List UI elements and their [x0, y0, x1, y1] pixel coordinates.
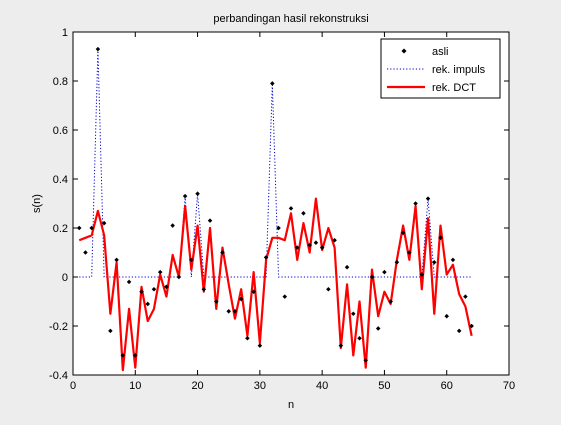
data-point-asli — [76, 225, 82, 231]
x-tick-label: 50 — [378, 380, 390, 392]
data-point-asli — [151, 286, 157, 292]
data-point-asli — [232, 309, 238, 314]
data-point-asli — [282, 294, 288, 299]
data-point-asli — [89, 225, 94, 231]
data-point-asli — [375, 326, 381, 331]
data-point-asli — [83, 250, 88, 255]
data-point-asli — [133, 353, 138, 358]
data-point-asli — [469, 323, 474, 329]
y-tick-label: 0.6 — [53, 125, 68, 137]
y-tick-label: -0.2 — [49, 321, 68, 333]
y-tick-label: 0 — [62, 272, 68, 284]
data-point-asli — [456, 328, 462, 334]
axes-frame — [72, 31, 510, 376]
chart-title: perbandingan hasil rekonstruksi — [213, 13, 368, 25]
data-point-asli — [338, 343, 344, 348]
legend: asli rek. impuls rek. DCT — [380, 38, 501, 99]
legend-label-rek-impuls: rek. impuls — [432, 64, 486, 76]
x-tick-label: 70 — [503, 380, 515, 392]
legend-label-rek-dct: rek. DCT — [432, 82, 476, 94]
data-point-asli — [394, 260, 400, 265]
y-tick-label: 0.4 — [53, 174, 68, 186]
data-point-asli — [263, 255, 269, 260]
y-axis-label: s(n) — [31, 194, 43, 213]
data-point-asli — [363, 358, 369, 363]
data-point-asli — [400, 230, 406, 236]
y-tick-label: 1 — [62, 27, 68, 39]
data-point-asli — [95, 46, 101, 52]
data-point-asli — [101, 220, 107, 226]
x-axis-label: n — [288, 399, 294, 411]
data-point-asli — [307, 242, 312, 248]
data-point-asli — [276, 225, 281, 231]
y-tick-label: -0.4 — [49, 370, 68, 382]
data-point-asli — [431, 260, 437, 265]
data-point-asli — [201, 286, 207, 292]
data-point-asli — [145, 301, 151, 307]
data-point-asli — [450, 257, 456, 263]
x-tick-label: 40 — [316, 380, 328, 392]
data-point-asli — [164, 284, 169, 290]
x-tick-label: 60 — [441, 380, 453, 392]
y-tick-label: 0.2 — [53, 223, 68, 235]
x-tick-label: 30 — [254, 380, 266, 392]
series-line-rek-dct — [78, 197, 473, 372]
data-point-asli — [257, 343, 263, 348]
y-tick-label: 0.8 — [53, 76, 68, 88]
data-point-asli — [463, 294, 468, 299]
data-point-asli — [388, 299, 393, 304]
x-tick-label: 0 — [70, 380, 76, 392]
data-point-asli — [382, 269, 387, 275]
data-point-asli — [419, 272, 425, 277]
data-point-asli — [120, 353, 126, 358]
data-point-asli — [326, 286, 331, 292]
x-tick-label: 10 — [129, 380, 141, 392]
data-point-asli — [351, 311, 356, 317]
data-point-asli — [238, 296, 244, 302]
data-point-asli — [126, 279, 132, 285]
data-point-asli — [444, 313, 449, 319]
data-point-asli — [313, 240, 319, 245]
data-point-asli — [288, 206, 294, 211]
data-point-asli — [344, 264, 350, 270]
legend-label-asli: asli — [432, 46, 449, 58]
data-point-asli — [357, 335, 362, 341]
x-tick-label: 20 — [191, 380, 203, 392]
series-line-rek-impuls — [79, 49, 472, 278]
data-point-asli — [251, 289, 256, 294]
data-point-asli — [369, 274, 375, 280]
